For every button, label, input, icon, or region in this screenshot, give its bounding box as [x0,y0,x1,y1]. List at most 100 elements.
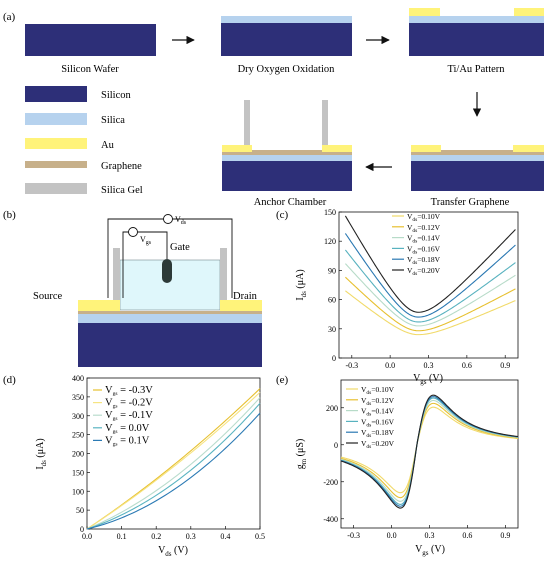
vgs-label: Vgs [140,235,152,246]
series-line-e [340,402,519,499]
x-axis-label-d: Vds (V) [158,545,188,558]
series-line-c [344,263,516,327]
y-tick-label-e: -400 [323,515,338,524]
panel-label-c: (c) [276,209,289,221]
drain-label: Drain [233,291,258,302]
x-tick-label-c: 0.3 [424,361,434,370]
device-schematic: Gate Vds Vgs Source Drain [33,214,262,367]
series-line-c [344,215,516,313]
legend-entry-d: Vgs = 0.1V [105,435,150,447]
graphene-channel [78,311,262,314]
y-tick-label-d: 100 [72,487,84,496]
legend-entry-d: Vgs = -0.1V [105,410,153,422]
legend-entry-c: Vds=0.16V [407,244,441,255]
legend-swatch-au [25,138,87,149]
vds-source-symbol [163,214,173,224]
chart-gm-vs-vgs: -0.3 0.0 0.3 0.6 0.9-400-2000200Vds=0.10VVds… [295,379,519,557]
source-label: Source [33,291,62,302]
series-line-d [86,391,261,530]
legend-label-silica: Silica [101,115,125,126]
y-tick-label-d: 200 [72,450,84,459]
x-axis-label-e: Vgs (V) [415,544,445,557]
legend-entry-d: Vgs = -0.3V [105,385,153,397]
x-tick-label-d: 0.1 [117,532,127,541]
step-caption-2: Dry Oxygen Oxidation [238,64,336,75]
y-axis-label-e: gm (μS) [295,439,308,470]
vgs-source-symbol [128,227,138,237]
y-tick-label-d: 350 [72,393,84,402]
legend-label-silicon: Silicon [101,90,132,101]
x-tick-label-e: 0.0 [387,531,397,540]
legend-entry-e: Vds=0.14V [361,407,395,418]
step-caption-4: Transfer Graphene [431,197,510,208]
legend-entry-e: Vds=0.18V [361,428,395,439]
series-line-c [345,276,516,332]
series-line-c [344,249,516,323]
silicon-substrate [78,323,262,367]
legend-label-au: Au [101,140,115,151]
y-axis-label-d: Ids (μA) [35,438,48,469]
legend-entry-e: Vds=0.10V [361,385,395,396]
legend-entry-c: Vds=0.20V [407,266,441,277]
panel-label-d: (d) [3,374,16,386]
source-electrode [78,300,120,311]
legend-entry-c: Vds=0.14V [407,234,441,245]
y-tick-label-c: 120 [324,237,336,246]
plot-frame-d [86,377,261,530]
y-tick-label-d: 150 [72,468,84,477]
y-tick-label-e: 200 [326,404,338,413]
series-line-d [86,402,261,530]
legend-entry-e: Vds=0.16V [361,417,395,428]
silica-layer [78,314,262,323]
chart-ids-vs-vds: 0.0 0.1 0.2 0.3 0.4 0.5 0 50 100 150 200 250 300 350 4… [35,374,265,558]
wafer-step-1 [25,24,156,56]
x-tick-label-d: 0.0 [82,532,92,541]
x-tick-label-c: 0.0 [385,361,395,370]
series-line-e [340,406,519,494]
gate-label: Gate [170,242,190,253]
legend-entry-c: Vds=0.12V [407,223,441,234]
series-line-e [340,394,519,509]
series-line-c [344,233,516,318]
step-caption-5: Anchor Chamber [254,197,327,208]
y-tick-label-d: 400 [72,374,84,383]
y-tick-label-d: 0 [80,525,84,534]
series-line-e [340,399,519,502]
step-caption-1: Silicon Wafer [61,64,119,75]
x-tick-label-d: 0.5 [255,532,265,541]
legend-swatch-silica-gel [25,183,87,194]
legend-entry-d: Vgs = -0.2V [105,398,153,410]
x-tick-label-e: -0.3 [347,531,360,540]
legend-entry-c: Vds=0.10V [407,212,441,223]
y-tick-label-e: 0 [334,441,338,450]
x-tick-label-e: 0.6 [462,531,472,540]
x-tick-label-d: 0.2 [151,532,161,541]
panel-label-b: (b) [3,209,16,221]
legend-entry-d: Vgs = 0.0V [105,423,150,435]
y-tick-label-d: 50 [76,506,84,515]
legend-label-graphene: Graphene [101,161,142,172]
gate-electrode [162,259,172,283]
series-line-c [345,290,516,336]
legend-swatch-silica [25,113,87,125]
legend-entry-e: Vds=0.12V [361,396,395,407]
wafer-step-5 [222,100,352,191]
x-tick-label-c: 0.9 [500,361,510,370]
wafer-step-3 [409,8,544,56]
legend-entry-e: Vds=0.20V [361,439,395,450]
y-tick-label-e: -200 [323,478,338,487]
legend-swatch-silicon [25,86,87,102]
step-caption-3: Ti/Au Pattern [447,64,505,75]
material-legend: Silicon Silica Au Graphene Silica Gel [25,86,143,196]
wafer-step-4 [411,145,544,191]
y-tick-label-c: 90 [328,266,336,275]
y-tick-label-d: 250 [72,431,84,440]
y-tick-label-c: 30 [328,325,336,334]
x-tick-label-d: 0.4 [220,532,230,541]
vgs-wire [122,231,168,298]
x-tick-label-c: 0.6 [462,361,472,370]
panel-label-e: (e) [276,374,289,386]
x-tick-label-e: 0.9 [500,531,510,540]
